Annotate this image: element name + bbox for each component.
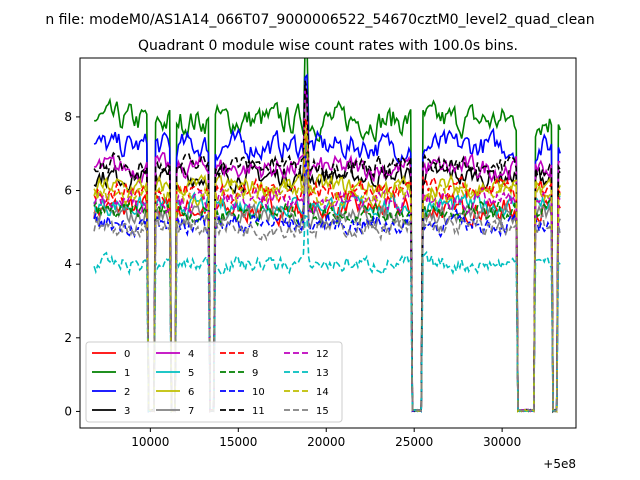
legend-label: 0 bbox=[124, 349, 130, 360]
legend-box bbox=[85, 341, 343, 423]
legend-label: 1 bbox=[124, 368, 130, 379]
legend-label: 6 bbox=[188, 387, 194, 398]
legend-label: 9 bbox=[252, 368, 258, 379]
y-axis-ticks: 0 2 4 6 8 bbox=[64, 110, 80, 418]
y-tick-label: 4 bbox=[64, 257, 72, 271]
x-tick-label: 30000 bbox=[483, 435, 521, 449]
y-tick-label: 2 bbox=[64, 331, 72, 345]
y-tick-label: 0 bbox=[64, 404, 72, 418]
legend-label: 2 bbox=[124, 387, 130, 398]
legend-label: 7 bbox=[188, 406, 194, 417]
x-tick-label: 10000 bbox=[131, 435, 169, 449]
x-tick-label: 15000 bbox=[219, 435, 257, 449]
legend-label: 14 bbox=[316, 387, 329, 398]
legend-label: 10 bbox=[252, 387, 265, 398]
x-tick-label: 20000 bbox=[307, 435, 345, 449]
legend-label: 13 bbox=[316, 368, 329, 379]
legend-label: 12 bbox=[316, 349, 329, 360]
figure-suptitle: n file: modeM0/AS1A14_066T07_9000006522_… bbox=[45, 12, 594, 28]
chart-title: Quadrant 0 module wise count rates with … bbox=[138, 38, 518, 54]
legend-label: 3 bbox=[124, 406, 130, 417]
y-tick-label: 8 bbox=[64, 110, 72, 124]
legend-label: 11 bbox=[252, 406, 265, 417]
x-axis-ticks: 10000 15000 20000 25000 30000 bbox=[131, 428, 521, 449]
legend-label: 5 bbox=[188, 368, 194, 379]
legend-label: 8 bbox=[252, 349, 258, 360]
legend-label: 15 bbox=[316, 406, 329, 417]
y-tick-label: 6 bbox=[64, 184, 72, 198]
legend-label: 4 bbox=[188, 349, 194, 360]
x-tick-label: 25000 bbox=[395, 435, 433, 449]
series-line-15 bbox=[93, 174, 561, 413]
axes-frame bbox=[79, 57, 577, 429]
x-offset-label: +5e8 bbox=[543, 457, 576, 471]
